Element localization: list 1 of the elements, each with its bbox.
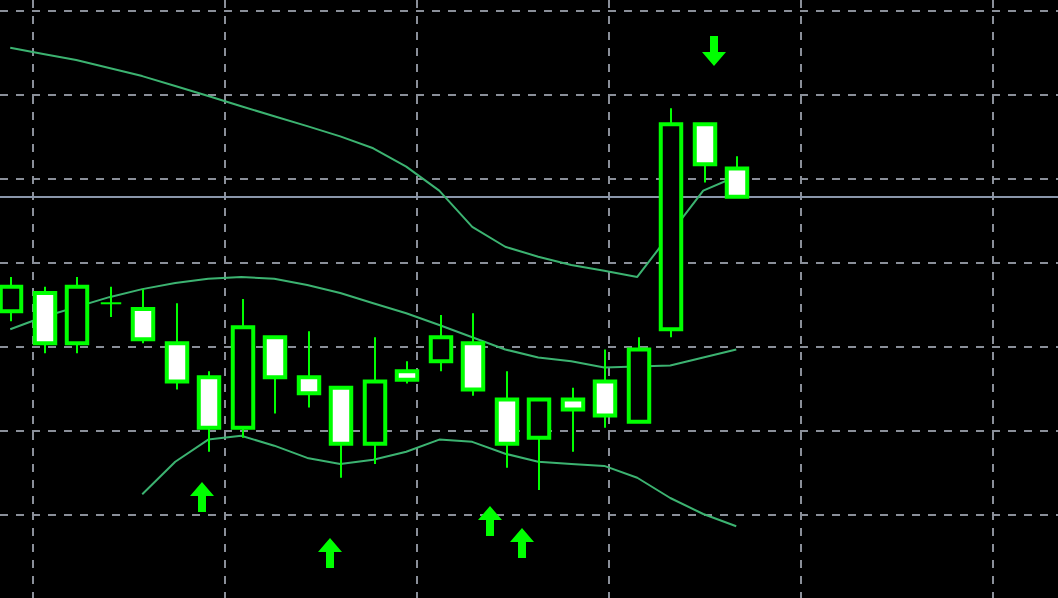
candlestick — [99, 285, 123, 319]
